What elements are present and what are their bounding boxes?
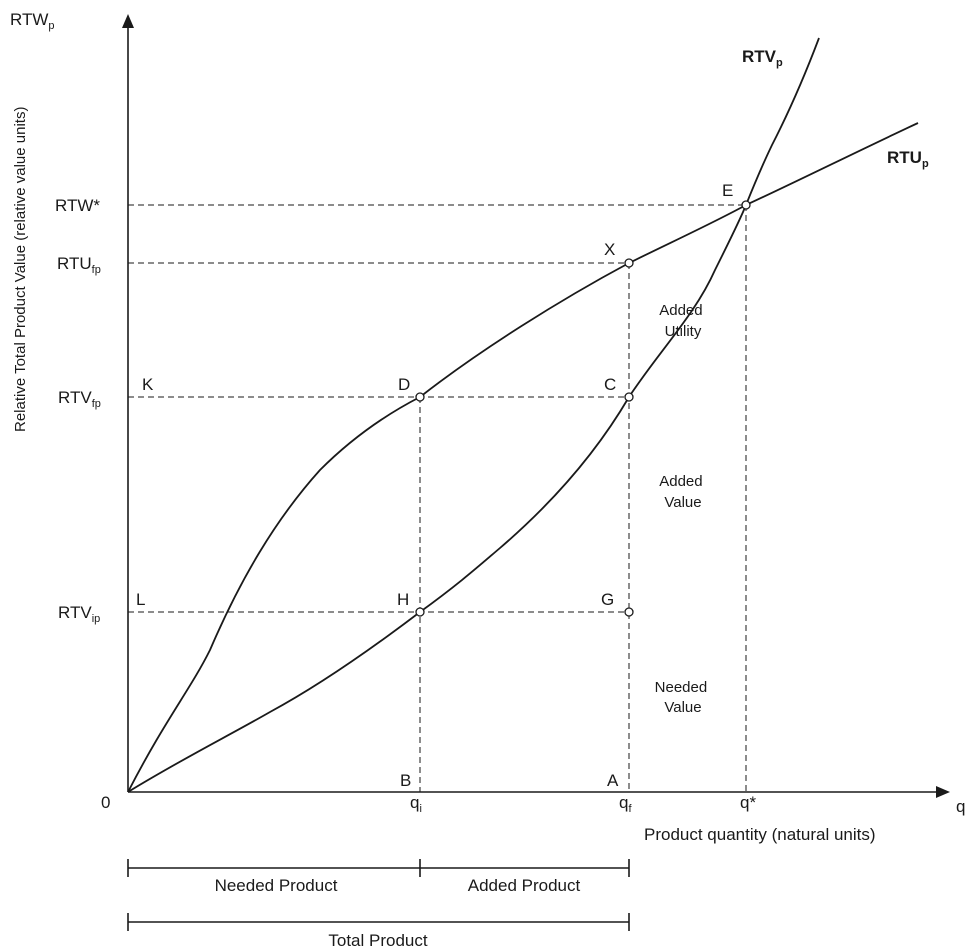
total-product-bracket bbox=[127, 913, 630, 931]
x-axis-end-label: q bbox=[956, 797, 965, 816]
label-H: H bbox=[397, 590, 409, 609]
point-D bbox=[415, 392, 425, 402]
product-bracket-row bbox=[127, 859, 630, 877]
total-product-label: Total Product bbox=[328, 931, 427, 950]
label-K: K bbox=[142, 375, 154, 394]
tick-rtw-star: RTW* bbox=[55, 196, 100, 215]
label-G: G bbox=[601, 590, 614, 609]
tick-rtu-fp: RTUfp bbox=[57, 254, 101, 276]
tick-qf: qf bbox=[619, 793, 632, 815]
added-product-label: Added Product bbox=[468, 876, 581, 895]
tick-qi: qi bbox=[410, 793, 422, 815]
label-B: B bbox=[400, 771, 411, 790]
point-H bbox=[415, 607, 425, 617]
region-needed-value: Needed Value bbox=[655, 679, 712, 716]
needed-product-label: Needed Product bbox=[215, 876, 338, 895]
point-G bbox=[624, 607, 634, 617]
y-axis-arrow bbox=[122, 14, 134, 28]
rtu-curve bbox=[127, 122, 919, 793]
label-C: C bbox=[604, 375, 616, 394]
tick-rtv-fp: RTVfp bbox=[58, 388, 101, 410]
x-axis-arrow bbox=[936, 786, 950, 798]
tick-rtv-ip: RTVip bbox=[58, 603, 100, 625]
origin-label: 0 bbox=[101, 793, 110, 812]
rtv-curve bbox=[127, 37, 820, 793]
label-D: D bbox=[398, 375, 410, 394]
region-added-value: Added Value bbox=[659, 473, 707, 511]
rtv-curve-label: RTVp bbox=[742, 47, 783, 69]
point-C bbox=[624, 392, 634, 402]
label-A: A bbox=[607, 771, 619, 790]
rtu-curve-label: RTUp bbox=[887, 148, 929, 170]
tick-qstar: q* bbox=[740, 793, 756, 812]
y-axis-top-label: RTWp bbox=[10, 10, 55, 32]
point-E bbox=[741, 200, 751, 210]
x-axis-title: Product quantity (natural units) bbox=[644, 825, 876, 844]
y-axis-title: Relative Total Product Value (relative v… bbox=[12, 107, 29, 432]
region-added-utility: Added Utility bbox=[659, 302, 707, 340]
point-X bbox=[624, 258, 634, 268]
label-X: X bbox=[604, 240, 615, 259]
label-E: E bbox=[722, 181, 733, 200]
label-L: L bbox=[136, 590, 145, 609]
